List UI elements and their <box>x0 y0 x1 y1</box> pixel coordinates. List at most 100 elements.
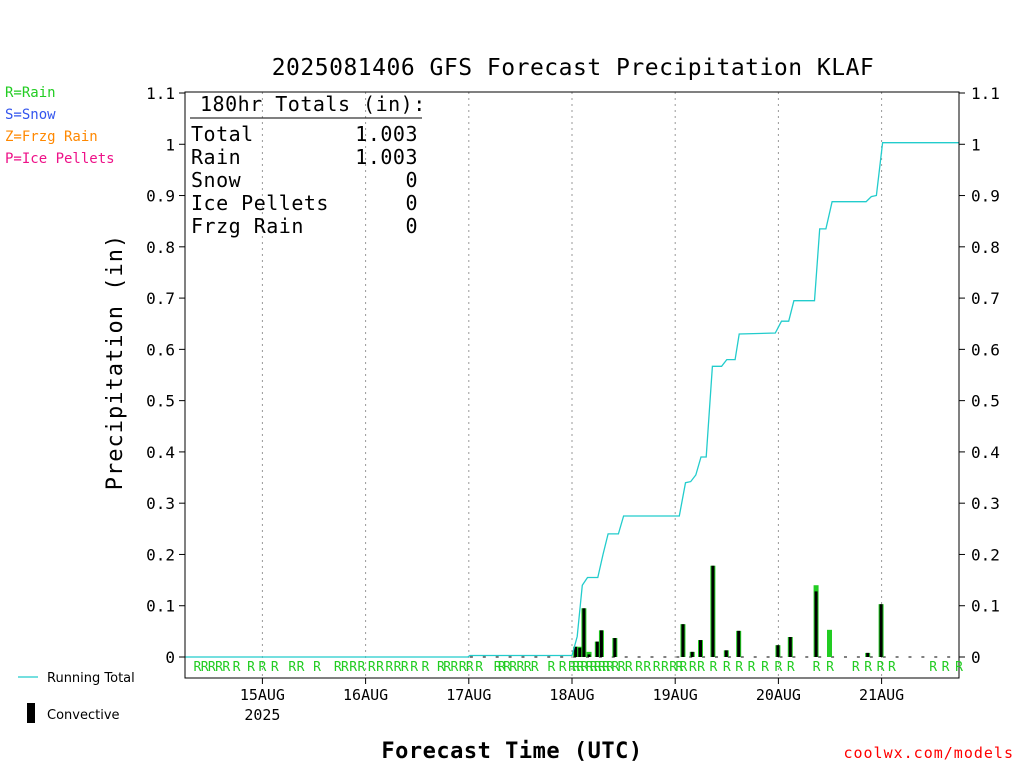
y-tick-label-left: 0.8 <box>146 238 175 257</box>
y-tick-label-left: 0.3 <box>146 494 175 513</box>
ptype-letter: R <box>349 660 357 675</box>
totals-box: 180hr Totals (in): Total 1.003 Rain 1.003 Sn… <box>190 92 425 238</box>
convective-legend-label: Convective <box>47 708 120 723</box>
ptype-letter: R <box>376 660 384 675</box>
ptype-letter: R <box>669 660 677 675</box>
totals-row-value: 1.003 <box>355 122 418 146</box>
ptype-letter: R <box>580 660 588 675</box>
y-tick-label-right: 0.1 <box>971 597 1000 616</box>
convective-legend-swatch <box>27 703 35 723</box>
ptype-letter: R <box>443 660 451 675</box>
y-tick-label-left: 1 <box>165 135 175 154</box>
running-total-legend-label: Running Total <box>47 671 135 686</box>
totals-row-value: 1.003 <box>355 145 418 169</box>
ptype-letter: R <box>877 660 885 675</box>
ptype-letter: R <box>602 660 610 675</box>
ptype-letter: R <box>422 660 430 675</box>
ptype-letter: R <box>748 660 756 675</box>
ptype-letter: R <box>516 660 524 675</box>
totals-row-value: 0 <box>405 168 418 192</box>
totals-row-label: Total <box>191 122 254 146</box>
legend-rain: R=Rain <box>5 85 56 101</box>
ptype-letter: R <box>247 660 255 675</box>
ptype-letter: R <box>576 660 584 675</box>
ptype-letter: R <box>675 660 683 675</box>
y-tick-label-left: 0.1 <box>146 597 175 616</box>
y-tick-label-right: 1.1 <box>971 84 1000 103</box>
y-tick-label-right: 0.9 <box>971 187 1000 206</box>
ptype-letter: R <box>643 660 651 675</box>
convective-bar <box>776 645 780 657</box>
ptype-letter: R <box>258 660 266 675</box>
y-axis: 0 00.1 0.10.2 0.20.3 0.30.4 0.40.5 0.50.6 0.60.… <box>146 84 1000 667</box>
ptype-letter: R <box>341 660 349 675</box>
y-tick-label-left: 1.1 <box>146 84 175 103</box>
ptype-letter: R <box>689 660 697 675</box>
totals-row-value: 0 <box>405 214 418 238</box>
ptype-letter: R <box>334 660 342 675</box>
ptype-letter: R <box>498 660 506 675</box>
convective-bar <box>681 624 685 657</box>
ptype-letter: R <box>864 660 872 675</box>
series-legend: Running Total Convective <box>18 671 135 723</box>
y-tick-label-left: 0.4 <box>146 443 175 462</box>
ptype-letter: R <box>586 660 594 675</box>
legend-snow: S=Snow <box>5 107 56 123</box>
vertical-grid <box>261 92 883 678</box>
ptype-letter: R <box>723 660 731 675</box>
precip-type-legend: R=Rain S=Snow Z=Frzg Rain P=Ice Pellets <box>5 82 115 170</box>
ptype-letter: R <box>590 660 598 675</box>
ptype-letter: R <box>494 660 502 675</box>
ptype-letter: R <box>368 660 376 675</box>
y-tick-label-left: 0.7 <box>146 289 175 308</box>
ptype-letter: R <box>215 660 223 675</box>
y-tick-label-right: 0.7 <box>971 289 1000 308</box>
y-tick-label-left: 0 <box>165 648 175 667</box>
y-tick-label-right: 0.5 <box>971 392 1000 411</box>
y-tick-label-right: 0.6 <box>971 340 1000 359</box>
convective-bar <box>788 637 792 657</box>
ptype-letter: R <box>929 660 937 675</box>
ptype-letter: R <box>394 660 402 675</box>
legend-ice-pellets: P=Ice Pellets <box>5 151 115 167</box>
ptype-letter: R <box>313 660 321 675</box>
ptype-letter: R <box>735 660 743 675</box>
ptype-letter: R <box>942 660 950 675</box>
x-tick-label: 21AUG <box>859 686 904 704</box>
convective-bar <box>599 630 603 657</box>
site-credit: coolwx.com/models <box>843 744 1014 762</box>
y-tick-label-left: 0.9 <box>146 187 175 206</box>
convective-bar <box>879 604 883 657</box>
y-tick-label-left: 0.2 <box>146 545 175 564</box>
running-total-line <box>185 142 959 658</box>
convective-bar <box>724 650 728 657</box>
rain-bar <box>827 629 832 657</box>
totals-row-label: Rain <box>191 145 241 169</box>
ptype-letter: R <box>826 660 834 675</box>
convective-bar <box>587 654 591 657</box>
ptype-letter: R <box>201 660 209 675</box>
ptype-letter: R <box>888 660 896 675</box>
ptype-letter: R <box>466 660 474 675</box>
ptype-letter: R <box>193 660 201 675</box>
ptype-letter: R <box>661 660 669 675</box>
totals-row-label: Frzg Rain <box>191 214 304 238</box>
ptype-letter: R <box>437 660 445 675</box>
ptype-letter: R <box>813 660 821 675</box>
x-tick-label: 16AUG <box>343 686 388 704</box>
ptype-letter: R <box>852 660 860 675</box>
ptype-letter: R <box>559 660 567 675</box>
x-axis-title: Forecast Time (UTC) <box>381 739 642 764</box>
ptype-letter: R <box>697 660 705 675</box>
x-tick-label: 19AUG <box>653 686 698 704</box>
ptype-letter: R <box>475 660 483 675</box>
x-tick-sublabel: 2025 <box>244 706 280 724</box>
convective-bar <box>574 646 578 657</box>
precip-bars <box>456 565 951 658</box>
ptype-letter: R <box>680 660 688 675</box>
ptype-letter: R <box>410 660 418 675</box>
y-tick-label-right: 0.4 <box>971 443 1000 462</box>
ptype-letter: R <box>524 660 532 675</box>
